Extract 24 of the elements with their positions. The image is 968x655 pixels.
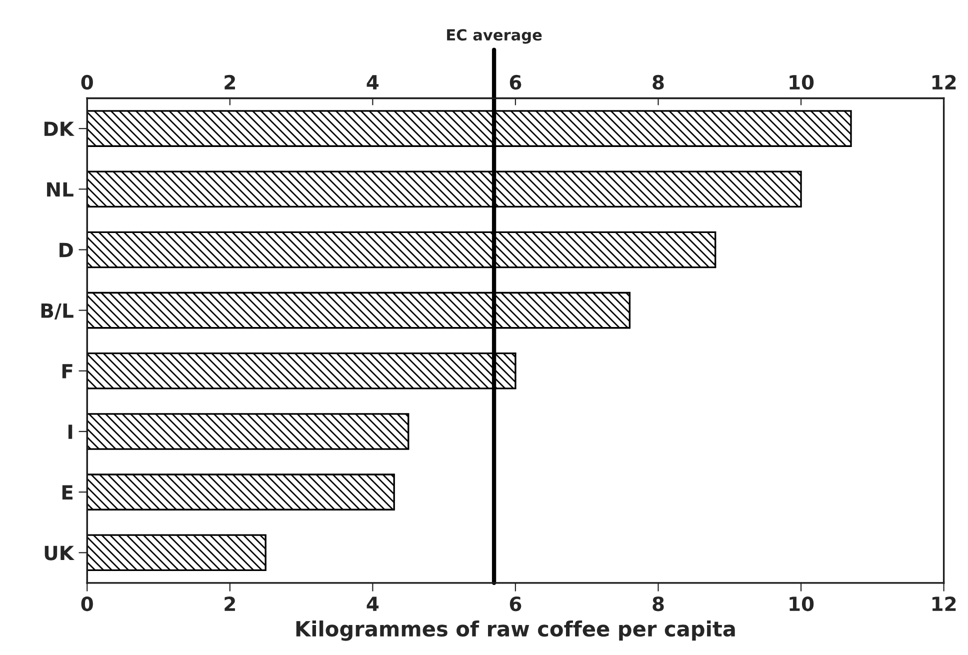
y-tick-label: B/L [41, 304, 74, 320]
x-tick-label: 10 [790, 74, 814, 90]
x2-tick-label: 0 [81, 596, 93, 612]
y-tick-label: UK [44, 546, 75, 560]
ref-line-label: EC average [447, 29, 542, 44]
x2-tick-label: 2 [224, 596, 235, 611]
x-tick-label: 2 [224, 74, 235, 90]
x2-tick-label: 6 [510, 596, 522, 612]
x2-tick-label: 8 [652, 596, 664, 612]
y-tick-label: E [62, 485, 72, 500]
y-tick-label: I [68, 424, 72, 439]
y-tick-label: DK [44, 122, 75, 136]
x2-tick-label: 10 [790, 596, 814, 612]
x-tick-label: 4 [366, 75, 379, 90]
y-tick-label: D [60, 242, 73, 258]
x-tick-label: 12 [932, 74, 956, 90]
x-tick-label: 0 [81, 74, 93, 90]
x2-tick-label: 4 [366, 596, 379, 611]
x2-tick-label: 12 [932, 596, 956, 611]
x-axis-title: Kilogrammes of raw coffee per capita [296, 620, 735, 641]
x-tick-label: 6 [510, 74, 522, 90]
y-tick-label: NL [47, 182, 74, 197]
x-tick-label: 8 [652, 74, 664, 90]
y-tick-label: F [62, 364, 72, 378]
